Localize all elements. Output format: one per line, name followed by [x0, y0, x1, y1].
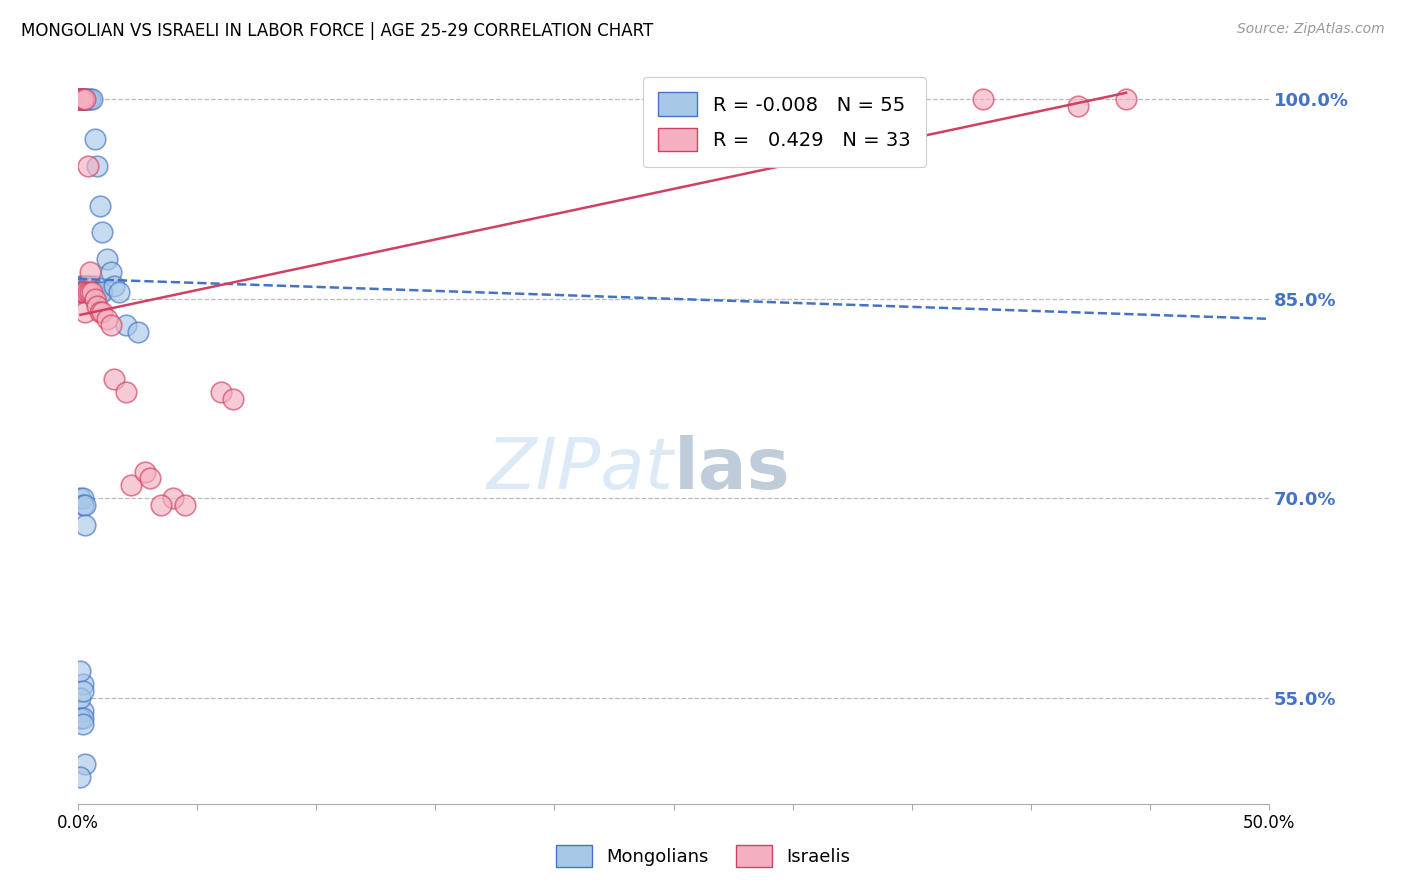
Point	[89, 285, 111, 300]
Point	[69, 278, 91, 293]
Point	[69, 285, 91, 300]
Point	[89, 305, 111, 319]
Point	[69, 93, 91, 107]
Point	[75, 757, 97, 772]
Point	[79, 285, 101, 300]
Legend: R = -0.008   N = 55, R =   0.429   N = 33: R = -0.008 N = 55, R = 0.429 N = 33	[643, 77, 925, 167]
Point	[174, 498, 197, 512]
Point	[79, 285, 101, 300]
Point	[86, 285, 108, 300]
Point	[69, 93, 91, 107]
Point	[103, 371, 125, 385]
Text: las: las	[673, 434, 790, 503]
Point	[209, 384, 232, 399]
Legend: Mongolians, Israelis: Mongolians, Israelis	[548, 838, 858, 874]
Point	[82, 285, 104, 300]
Point	[79, 93, 101, 107]
Point	[75, 285, 97, 300]
Point	[76, 285, 98, 300]
Point	[72, 93, 94, 107]
Point	[72, 498, 94, 512]
Point	[75, 305, 97, 319]
Point	[75, 517, 97, 532]
Point	[69, 93, 91, 107]
Point	[76, 93, 98, 107]
Point	[75, 498, 97, 512]
Point	[100, 265, 122, 279]
Point	[72, 710, 94, 724]
Point	[150, 498, 173, 512]
Point	[72, 717, 94, 731]
Point	[114, 384, 136, 399]
Point	[69, 710, 91, 724]
Point	[69, 93, 91, 107]
Point	[72, 677, 94, 691]
Point	[69, 93, 91, 107]
Point	[222, 392, 245, 406]
Point	[103, 278, 125, 293]
Point	[89, 199, 111, 213]
Point	[79, 265, 101, 279]
Point	[90, 285, 112, 300]
Point	[1115, 93, 1137, 107]
Point	[86, 159, 108, 173]
Point	[72, 93, 94, 107]
Point	[82, 93, 104, 107]
Point	[76, 159, 98, 173]
Point	[76, 278, 98, 293]
Point	[75, 93, 97, 107]
Point	[72, 704, 94, 718]
Point	[107, 285, 129, 300]
Point	[114, 318, 136, 333]
Point	[69, 771, 91, 785]
Text: MONGOLIAN VS ISRAELI IN LABOR FORCE | AGE 25-29 CORRELATION CHART: MONGOLIAN VS ISRAELI IN LABOR FORCE | AG…	[21, 22, 654, 40]
Point	[75, 278, 97, 293]
Point	[100, 318, 122, 333]
Point	[72, 93, 94, 107]
Point	[134, 465, 156, 479]
Point	[82, 285, 104, 300]
Point	[72, 285, 94, 300]
Point	[69, 93, 91, 107]
Point	[75, 93, 97, 107]
Point	[1067, 99, 1090, 113]
Point	[972, 93, 994, 107]
Point	[162, 491, 184, 506]
Point	[69, 664, 91, 678]
Point	[83, 278, 105, 293]
Point	[90, 305, 112, 319]
Point	[72, 278, 94, 293]
Point	[72, 491, 94, 506]
Point	[75, 285, 97, 300]
Point	[75, 93, 97, 107]
Point	[83, 132, 105, 146]
Text: Source: ZipAtlas.com: Source: ZipAtlas.com	[1237, 22, 1385, 37]
Point	[96, 252, 118, 266]
Point	[72, 285, 94, 300]
Point	[72, 93, 94, 107]
Point	[69, 690, 91, 705]
Text: ZIPat: ZIPat	[486, 434, 673, 503]
Point	[69, 93, 91, 107]
Point	[76, 285, 98, 300]
Point	[72, 684, 94, 698]
Point	[86, 299, 108, 313]
Point	[83, 285, 105, 300]
Point	[69, 491, 91, 506]
Point	[69, 93, 91, 107]
Point	[83, 292, 105, 306]
Point	[79, 278, 101, 293]
Point	[96, 311, 118, 326]
Point	[69, 285, 91, 300]
Point	[138, 471, 160, 485]
Point	[90, 226, 112, 240]
Point	[120, 478, 142, 492]
Point	[127, 325, 149, 339]
